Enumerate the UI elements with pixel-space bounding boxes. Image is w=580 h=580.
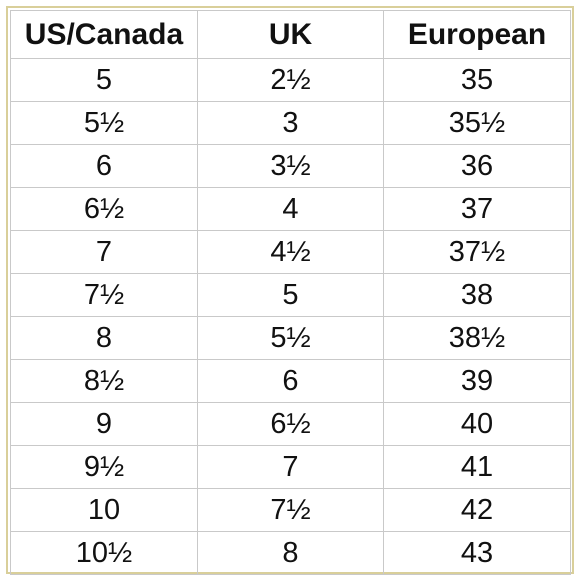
uk-cell: 3 <box>197 101 384 145</box>
table-row: 6½ 4 37 <box>10 187 571 231</box>
us-canada-cell: 5½ <box>10 101 198 145</box>
uk-cell: 3½ <box>197 144 384 188</box>
table-row: 6 3½ 36 <box>10 144 571 188</box>
table-row: 5 2½ 35 <box>10 58 571 102</box>
european-cell: 37 <box>383 187 571 231</box>
european-cell: 37½ <box>383 230 571 274</box>
table-row: 8½ 6 39 <box>10 359 571 403</box>
uk-cell: 4 <box>197 187 384 231</box>
header-european: European <box>383 10 571 59</box>
uk-cell: 8 <box>197 531 384 575</box>
european-cell: 43 <box>383 531 571 575</box>
us-canada-cell: 7 <box>10 230 198 274</box>
european-cell: 38½ <box>383 316 571 360</box>
us-canada-cell: 8½ <box>10 359 198 403</box>
uk-cell: 2½ <box>197 58 384 102</box>
us-canada-cell: 9 <box>10 402 198 446</box>
european-cell: 38 <box>383 273 571 317</box>
us-canada-cell: 6 <box>10 144 198 188</box>
header-row: US/Canada UK European <box>10 10 571 59</box>
size-chart-frame: US/Canada UK European 5 2½ 35 5½ 3 35½ 6 3½ 36 6½… <box>6 6 574 575</box>
us-canada-cell: 9½ <box>10 445 198 489</box>
table-row: 7 4½ 37½ <box>10 230 571 274</box>
us-canada-cell: 7½ <box>10 273 198 317</box>
shoe-size-conversion-table: US/Canada UK European 5 2½ 35 5½ 3 35½ 6 3½ 36 6½… <box>10 10 571 575</box>
us-canada-cell: 6½ <box>10 187 198 231</box>
table-row: 9 6½ 40 <box>10 402 571 446</box>
european-cell: 41 <box>383 445 571 489</box>
table-row: 5½ 3 35½ <box>10 101 571 145</box>
european-cell: 39 <box>383 359 571 403</box>
table-row: 10½ 8 43 <box>10 531 571 575</box>
table-row: 8 5½ 38½ <box>10 316 571 360</box>
european-cell: 35 <box>383 58 571 102</box>
european-cell: 40 <box>383 402 571 446</box>
european-cell: 36 <box>383 144 571 188</box>
us-canada-cell: 8 <box>10 316 198 360</box>
header-us-canada: US/Canada <box>10 10 198 59</box>
european-cell: 42 <box>383 488 571 532</box>
european-cell: 35½ <box>383 101 571 145</box>
us-canada-cell: 5 <box>10 58 198 102</box>
header-uk: UK <box>197 10 384 59</box>
uk-cell: 7½ <box>197 488 384 532</box>
table-row: 9½ 7 41 <box>10 445 571 489</box>
uk-cell: 5 <box>197 273 384 317</box>
table-row: 7½ 5 38 <box>10 273 571 317</box>
uk-cell: 5½ <box>197 316 384 360</box>
us-canada-cell: 10 <box>10 488 198 532</box>
uk-cell: 7 <box>197 445 384 489</box>
uk-cell: 4½ <box>197 230 384 274</box>
table-body: 5 2½ 35 5½ 3 35½ 6 3½ 36 6½ 4 37 7 4½ 37½ 7½ 5 38 8 5½ 38½ 8½… <box>10 58 571 575</box>
us-canada-cell: 10½ <box>10 531 198 575</box>
uk-cell: 6 <box>197 359 384 403</box>
uk-cell: 6½ <box>197 402 384 446</box>
table-row: 10 7½ 42 <box>10 488 571 532</box>
